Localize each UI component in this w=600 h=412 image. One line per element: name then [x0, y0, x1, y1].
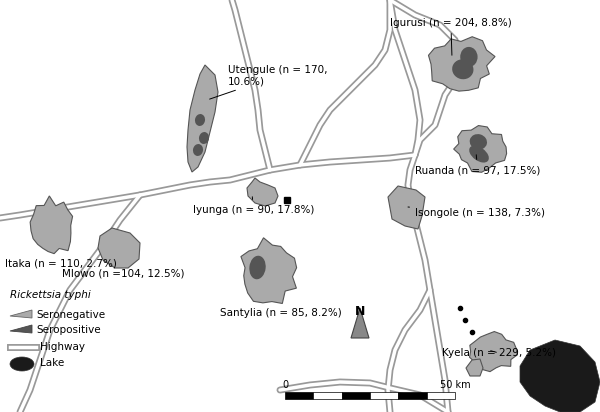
- Text: Kyela (n = 229, 5.2%): Kyela (n = 229, 5.2%): [442, 348, 556, 358]
- Polygon shape: [10, 325, 32, 333]
- Text: Rickettsia typhi: Rickettsia typhi: [10, 290, 91, 300]
- Ellipse shape: [193, 144, 203, 156]
- Text: Santylia (n = 85, 8.2%): Santylia (n = 85, 8.2%): [220, 308, 342, 318]
- Bar: [313, 392, 341, 399]
- Text: Igurusi (n = 204, 8.8%): Igurusi (n = 204, 8.8%): [390, 18, 512, 55]
- Polygon shape: [466, 359, 483, 376]
- Polygon shape: [388, 186, 425, 229]
- Ellipse shape: [470, 134, 487, 150]
- Polygon shape: [470, 332, 517, 372]
- Polygon shape: [241, 238, 296, 304]
- Text: 0: 0: [282, 380, 288, 390]
- Text: 50 km: 50 km: [440, 380, 470, 390]
- Text: Highway: Highway: [40, 342, 85, 352]
- Polygon shape: [10, 310, 32, 318]
- Ellipse shape: [10, 357, 34, 371]
- Polygon shape: [454, 126, 506, 172]
- Ellipse shape: [452, 59, 473, 79]
- Ellipse shape: [199, 132, 209, 144]
- Text: Isongole (n = 138, 7.3%): Isongole (n = 138, 7.3%): [408, 207, 545, 218]
- Bar: [398, 392, 427, 399]
- Polygon shape: [428, 37, 495, 91]
- Text: Ruanda (n = 97, 17.5%): Ruanda (n = 97, 17.5%): [415, 155, 541, 175]
- Text: Lake: Lake: [40, 358, 64, 368]
- Polygon shape: [187, 65, 218, 172]
- Text: Mlowo (n =104, 12.5%): Mlowo (n =104, 12.5%): [62, 268, 185, 278]
- Ellipse shape: [250, 256, 266, 279]
- Ellipse shape: [195, 114, 205, 126]
- Ellipse shape: [460, 47, 478, 67]
- Polygon shape: [351, 308, 369, 338]
- Text: Utengule (n = 170,
10.6%): Utengule (n = 170, 10.6%): [209, 65, 328, 99]
- Text: Iyunga (n = 90, 17.8%): Iyunga (n = 90, 17.8%): [193, 197, 314, 215]
- Bar: [341, 392, 370, 399]
- Bar: [427, 392, 455, 399]
- Ellipse shape: [469, 146, 489, 163]
- Polygon shape: [30, 196, 73, 254]
- Bar: [285, 392, 313, 399]
- Polygon shape: [520, 340, 600, 412]
- Polygon shape: [98, 228, 140, 268]
- Bar: [370, 392, 398, 399]
- Text: Seropositive: Seropositive: [36, 325, 101, 335]
- Text: N: N: [355, 305, 365, 318]
- Text: Itaka (n = 110, 2.7%): Itaka (n = 110, 2.7%): [5, 258, 117, 268]
- Text: Seronegative: Seronegative: [36, 310, 105, 320]
- Polygon shape: [247, 178, 278, 206]
